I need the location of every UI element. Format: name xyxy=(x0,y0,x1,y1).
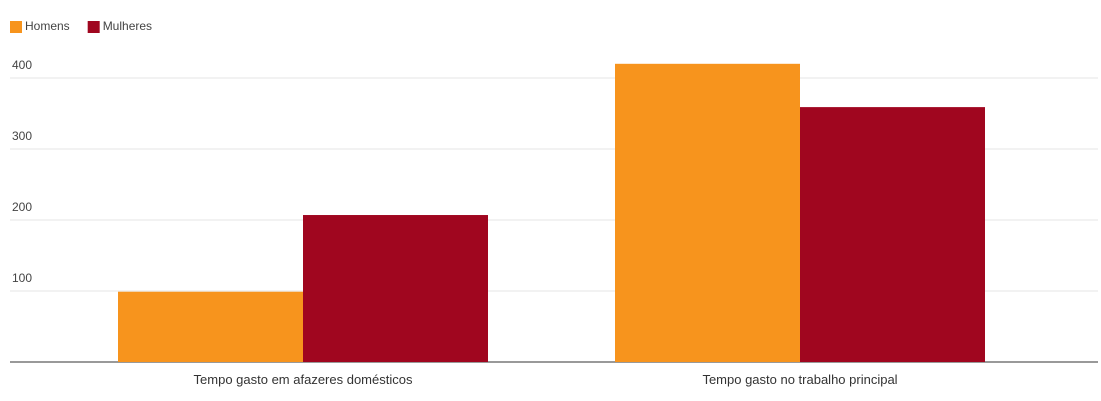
legend-swatch xyxy=(87,21,100,33)
legend-label: Mulheres xyxy=(103,19,152,33)
bar xyxy=(303,215,488,362)
bar xyxy=(615,63,800,363)
x-tick-label: Tempo gasto em afazeres domésticos xyxy=(193,372,413,387)
y-tick-label: 200 xyxy=(12,200,32,214)
y-tick-label: 100 xyxy=(12,271,32,285)
x-tick-label: Tempo gasto no trabalho principal xyxy=(702,372,898,387)
y-tick-label: 400 xyxy=(12,58,32,72)
bar xyxy=(800,107,985,362)
y-tick-label: 300 xyxy=(12,129,32,143)
legend-swatch xyxy=(10,21,22,33)
legend-label: Homens xyxy=(25,19,70,33)
bar xyxy=(118,291,303,362)
